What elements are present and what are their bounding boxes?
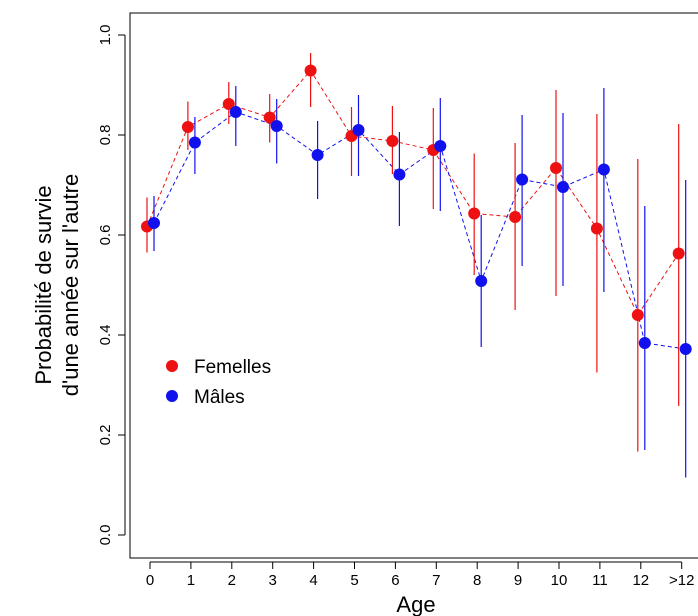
data-point xyxy=(263,111,276,124)
x-tick-label: 8 xyxy=(473,572,481,589)
x-tick-label: 11 xyxy=(592,572,608,589)
data-point xyxy=(229,106,242,118)
data-point xyxy=(222,98,235,110)
y-tick-label: 0.8 xyxy=(97,125,114,146)
y-axis-title-line-1: Probabilité de survie xyxy=(31,185,56,384)
x-tick-label: 2 xyxy=(228,572,236,589)
axes: 0.00.20.40.60.81.00 1 2 3 4 5 6 7 8 9 10 11 12 >12 xyxy=(97,25,694,589)
x-tick-label: 1 xyxy=(187,572,195,589)
x-tick-label: >12 xyxy=(669,572,694,589)
x-tick-label: 9 xyxy=(514,572,522,589)
data-points xyxy=(141,64,692,355)
data-point xyxy=(631,309,644,321)
data-point xyxy=(270,120,283,132)
data-point xyxy=(672,247,685,260)
x-tick-label: 0 xyxy=(146,572,154,589)
data-point xyxy=(468,207,481,220)
error-bars xyxy=(146,53,687,478)
y-tick-label: 0.6 xyxy=(97,225,114,246)
y-tick-label: 1.0 xyxy=(97,25,114,46)
data-point xyxy=(311,149,324,161)
x-tick-label: 10 xyxy=(551,572,568,589)
x-tick-label: 7 xyxy=(432,572,440,589)
data-point xyxy=(590,222,603,235)
y-tick-label: 0.4 xyxy=(97,325,114,346)
series-lines xyxy=(146,69,686,350)
data-point xyxy=(386,135,399,147)
data-point xyxy=(393,168,406,181)
data-point xyxy=(148,217,160,229)
data-point xyxy=(352,124,365,136)
data-point xyxy=(434,140,447,152)
x-tick-label: 4 xyxy=(309,572,317,589)
data-point xyxy=(557,181,569,193)
legend-marker-femelles xyxy=(166,360,178,372)
data-point xyxy=(188,136,201,149)
data-point xyxy=(304,64,317,77)
legend-marker-males xyxy=(166,390,178,402)
x-tick-label: 3 xyxy=(269,572,277,589)
y-axis-title-line-2: d'une année sur l'autre xyxy=(58,174,83,396)
x-tick-label: 5 xyxy=(350,572,358,589)
data-point xyxy=(679,343,692,355)
data-point xyxy=(181,121,194,133)
x-axis-title: Age xyxy=(396,592,435,616)
data-point xyxy=(516,173,529,186)
legend-label-femelles: Femelles xyxy=(194,357,271,378)
legend: Femelles Mâles xyxy=(166,357,271,408)
x-tick-label: 6 xyxy=(391,572,399,589)
data-point xyxy=(638,337,651,349)
plot-frame xyxy=(129,12,698,559)
y-tick-label: 0.2 xyxy=(97,425,114,446)
legend-label-males: Mâles xyxy=(194,387,245,408)
y-tick-label: 0.0 xyxy=(97,525,114,546)
data-point xyxy=(475,275,488,287)
x-tick-label: 12 xyxy=(632,572,649,589)
data-point xyxy=(550,162,562,174)
data-point xyxy=(597,163,610,176)
data-point xyxy=(509,211,522,223)
